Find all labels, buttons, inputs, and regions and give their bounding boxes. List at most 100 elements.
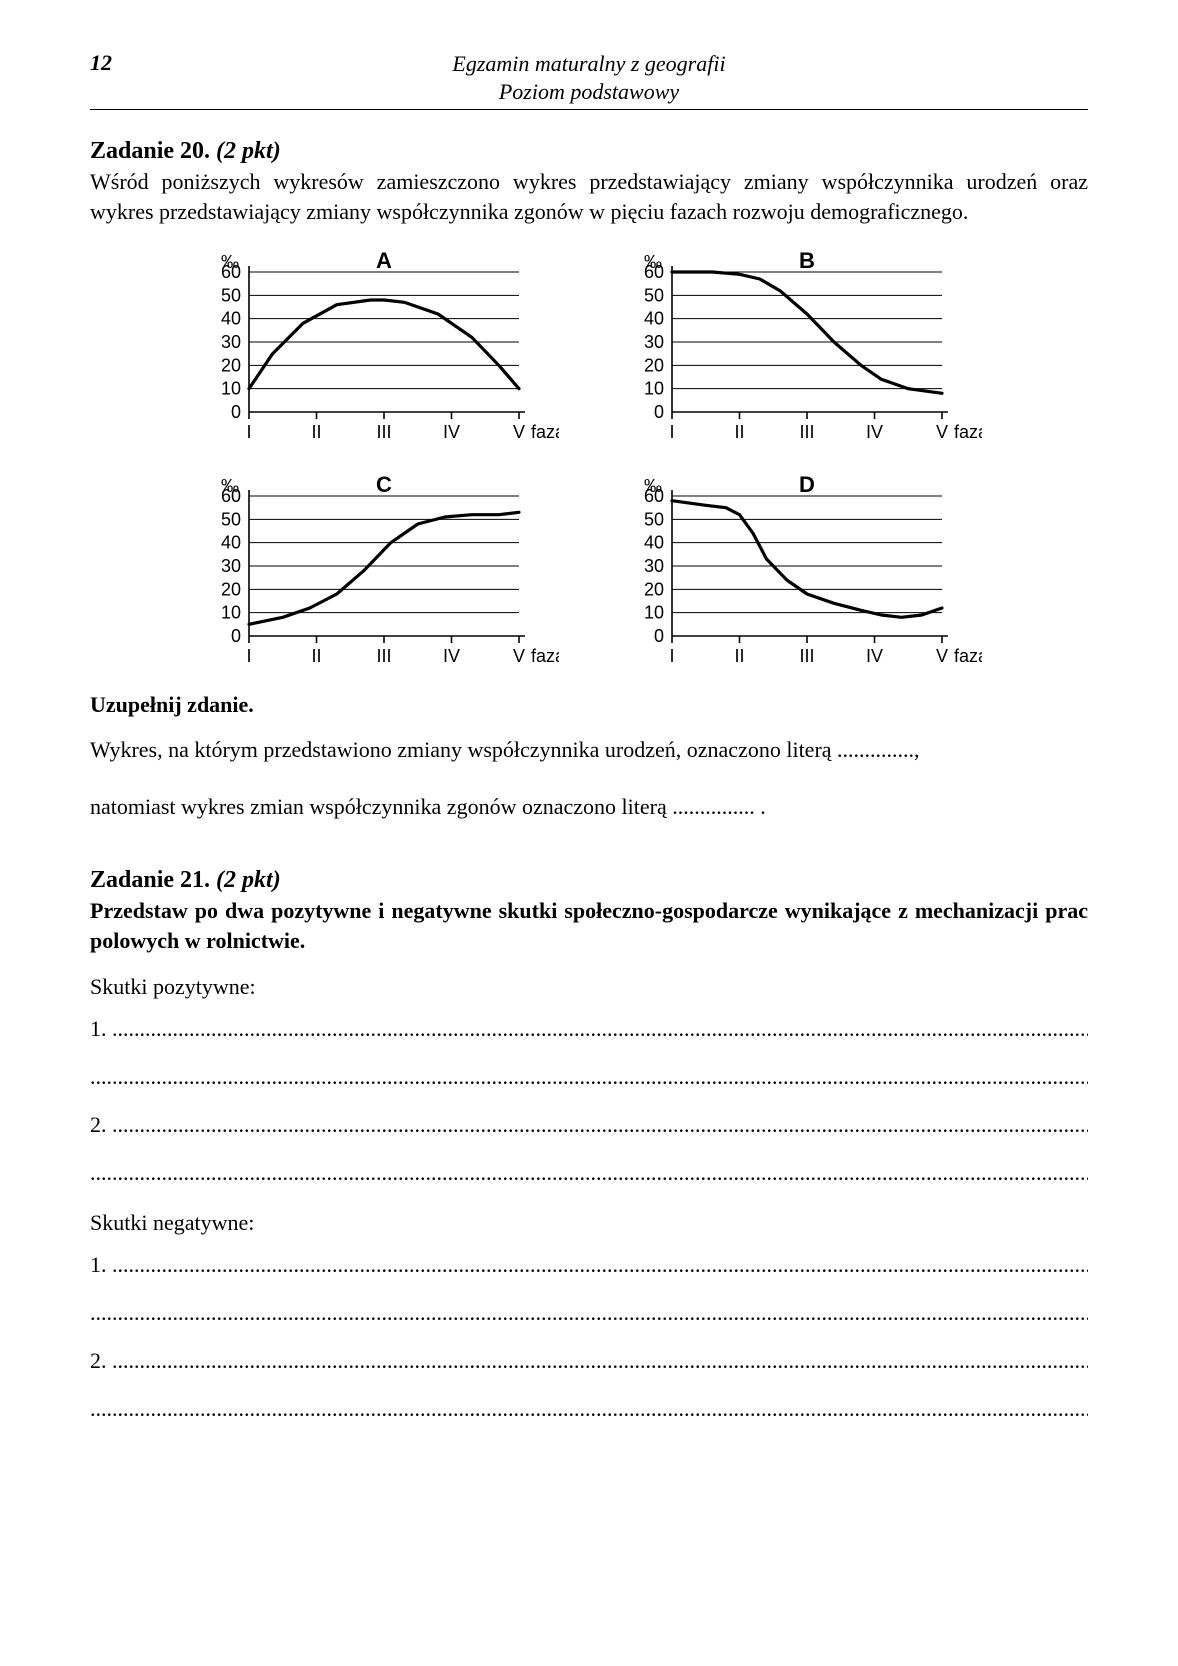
svg-text:III: III [376, 422, 391, 442]
chart-c-svg: IIIIIIIVVfaza0102030405060‰C [189, 472, 559, 672]
negative-item-2b: ........................................… [90, 1398, 1088, 1420]
svg-text:V: V [936, 646, 948, 666]
task-20-label: Zadanie 20. [90, 138, 210, 164]
dotted-line: ........................................… [90, 1302, 1088, 1324]
svg-text:C: C [376, 472, 392, 497]
dotted-line: ........................................… [90, 1398, 1088, 1420]
task-21-label: Zadanie 21. [90, 867, 210, 893]
task-20-points: (2 pkt) [216, 138, 281, 164]
svg-text:IV: IV [443, 646, 460, 666]
svg-text:40: 40 [221, 533, 241, 553]
positive-item-1: 1. .....................................… [90, 1018, 1088, 1040]
svg-text:D: D [799, 472, 815, 497]
svg-text:40: 40 [644, 533, 664, 553]
positive-item-2b: ........................................… [90, 1162, 1088, 1184]
svg-text:10: 10 [221, 379, 241, 399]
svg-text:10: 10 [644, 379, 664, 399]
task-20-title: Zadanie 20. (2 pkt) [90, 138, 1088, 165]
negative-item-1b: ........................................… [90, 1302, 1088, 1324]
svg-text:V: V [513, 646, 525, 666]
svg-text:30: 30 [644, 332, 664, 352]
dotted-line: ........................................… [90, 1066, 1088, 1088]
svg-text:‰: ‰ [644, 252, 662, 272]
svg-text:0: 0 [654, 626, 664, 646]
svg-text:20: 20 [221, 580, 241, 600]
svg-text:faza: faza [954, 646, 982, 666]
task-21-prompt: Przedstaw po dwa pozytywne i negatywne s… [90, 896, 1088, 955]
svg-text:I: I [669, 646, 674, 666]
positive-item-2: 2. .....................................… [90, 1114, 1088, 1136]
page-header: 12 Egzamin maturalny z geografii Poziom … [90, 50, 1088, 110]
negative-item-2: 2. .....................................… [90, 1350, 1088, 1372]
header-line-1: Egzamin maturalny z geografii [452, 51, 725, 76]
chart-d: IIIIIIIVVfaza0102030405060‰D [612, 472, 989, 672]
svg-text:III: III [799, 422, 814, 442]
svg-text:0: 0 [231, 626, 241, 646]
svg-text:II: II [734, 422, 744, 442]
svg-text:10: 10 [221, 603, 241, 623]
task-21: Zadanie 21. (2 pkt) Przedstaw po dwa poz… [90, 867, 1088, 1419]
task-20: Zadanie 20. (2 pkt) Wśród poniższych wyk… [90, 138, 1088, 831]
svg-text:‰: ‰ [221, 476, 239, 496]
svg-text:10: 10 [644, 603, 664, 623]
chart-b-svg: IIIIIIIVVfaza0102030405060‰B [612, 248, 982, 448]
dotted-line: ........................................… [112, 1350, 1088, 1372]
chart-a: IIIIIIIVVfaza0102030405060‰A [189, 248, 566, 448]
task-20-intro: Wśród poniższych wykresów zamieszczono w… [90, 167, 1088, 226]
svg-text:50: 50 [221, 510, 241, 530]
svg-text:faza: faza [954, 422, 982, 442]
positive-label: Skutki pozytywne: [90, 974, 1088, 1000]
svg-text:II: II [311, 646, 321, 666]
svg-text:III: III [376, 646, 391, 666]
svg-text:II: II [734, 646, 744, 666]
svg-text:50: 50 [221, 286, 241, 306]
svg-text:20: 20 [644, 356, 664, 376]
svg-text:30: 30 [221, 332, 241, 352]
charts-grid: IIIIIIIVVfaza0102030405060‰A IIIIIIIVVfa… [189, 248, 989, 672]
task-21-positive: Skutki pozytywne: 1. ...................… [90, 974, 1088, 1184]
task-20-instruction: Uzupełnij zdanie. [90, 692, 1088, 718]
task-21-points: (2 pkt) [216, 867, 281, 893]
task-21-negative: Skutki negatywne: 1. ...................… [90, 1210, 1088, 1420]
svg-text:30: 30 [644, 556, 664, 576]
chart-c: IIIIIIIVVfaza0102030405060‰C [189, 472, 566, 672]
negative-item-1: 1. .....................................… [90, 1254, 1088, 1276]
chart-b: IIIIIIIVVfaza0102030405060‰B [612, 248, 989, 448]
svg-text:V: V [513, 422, 525, 442]
page: 12 Egzamin maturalny z geografii Poziom … [0, 0, 1178, 1666]
dotted-line: ........................................… [90, 1162, 1088, 1184]
svg-text:III: III [799, 646, 814, 666]
dotted-line: ........................................… [112, 1018, 1088, 1040]
svg-text:II: II [311, 422, 321, 442]
svg-text:I: I [669, 422, 674, 442]
svg-text:IV: IV [866, 646, 883, 666]
header-title: Egzamin maturalny z geografii Poziom pod… [90, 50, 1088, 105]
negative-label: Skutki negatywne: [90, 1210, 1088, 1236]
task-20-sentence-2: natomiast wykres zmian współczynnika zgo… [90, 783, 1088, 831]
svg-text:IV: IV [866, 422, 883, 442]
header-line-2: Poziom podstawowy [499, 79, 679, 104]
svg-text:B: B [799, 248, 815, 273]
dotted-line: ........................................… [112, 1114, 1088, 1136]
task-21-title: Zadanie 21. (2 pkt) [90, 867, 1088, 894]
svg-text:V: V [936, 422, 948, 442]
svg-text:50: 50 [644, 286, 664, 306]
svg-text:IV: IV [443, 422, 460, 442]
dotted-line: ........................................… [112, 1254, 1088, 1276]
svg-text:50: 50 [644, 510, 664, 530]
svg-text:0: 0 [654, 402, 664, 422]
svg-text:I: I [246, 646, 251, 666]
svg-text:40: 40 [221, 309, 241, 329]
svg-text:‰: ‰ [644, 476, 662, 496]
svg-text:I: I [246, 422, 251, 442]
svg-text:20: 20 [644, 580, 664, 600]
svg-text:40: 40 [644, 309, 664, 329]
positive-item-1b: ........................................… [90, 1066, 1088, 1088]
svg-text:0: 0 [231, 402, 241, 422]
svg-text:A: A [376, 248, 392, 273]
chart-d-svg: IIIIIIIVVfaza0102030405060‰D [612, 472, 982, 672]
svg-text:‰: ‰ [221, 252, 239, 272]
svg-text:20: 20 [221, 356, 241, 376]
page-number: 12 [90, 50, 112, 76]
svg-text:faza: faza [531, 422, 559, 442]
